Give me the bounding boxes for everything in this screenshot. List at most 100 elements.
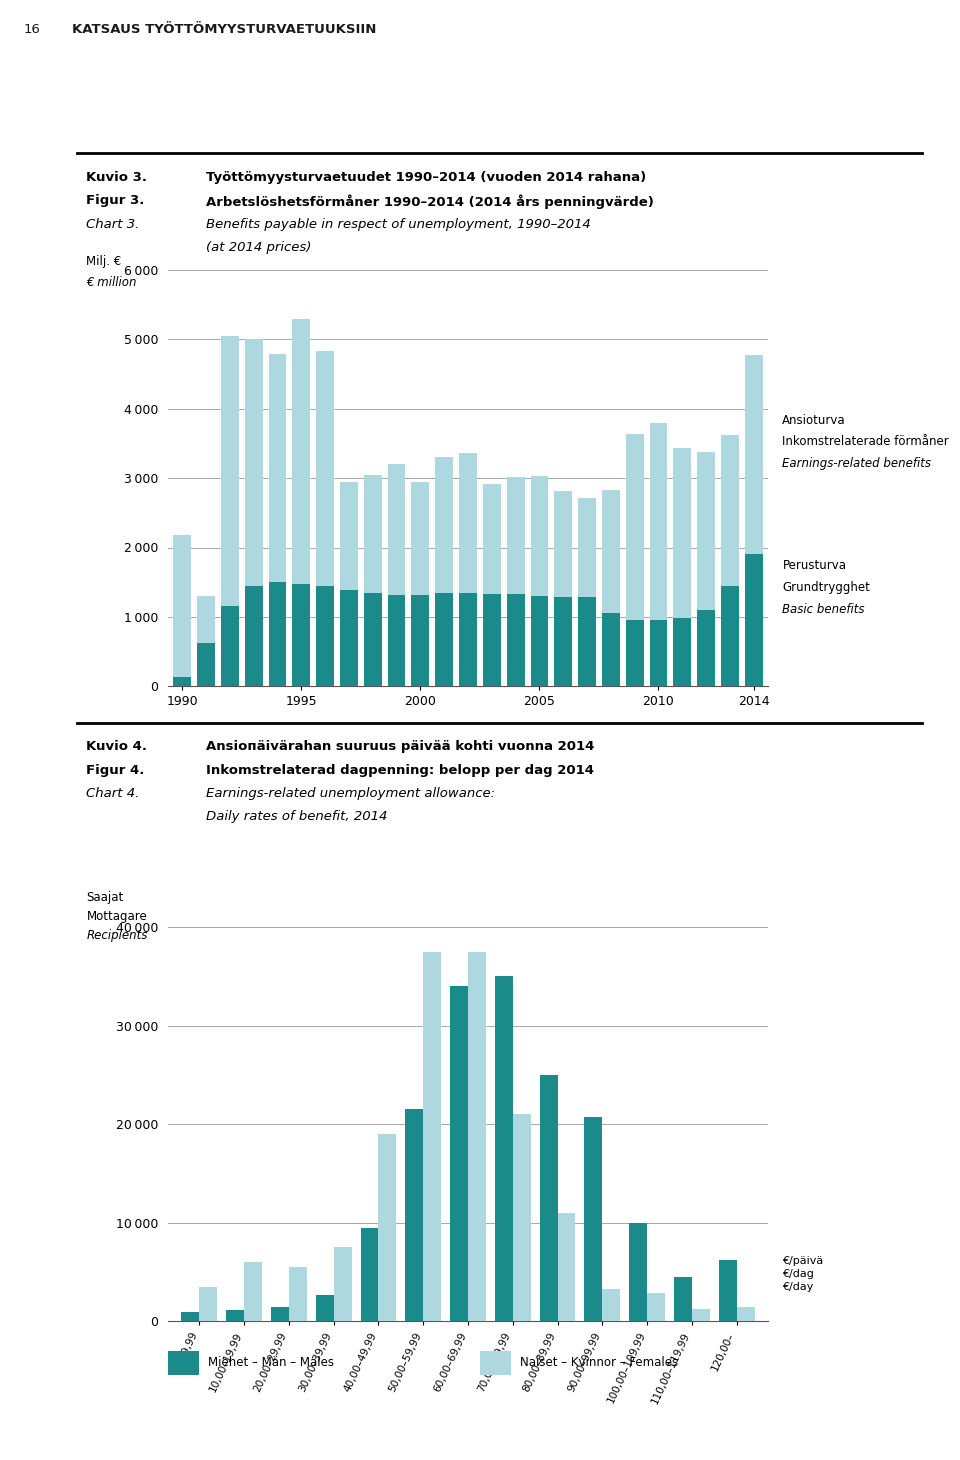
Bar: [459, 593, 477, 686]
Bar: [293, 318, 310, 584]
Text: Ansioturva: Ansioturva: [782, 413, 846, 426]
Bar: [507, 594, 524, 686]
Bar: [745, 555, 762, 686]
Bar: [602, 1289, 620, 1321]
Bar: [507, 477, 524, 594]
Text: Mottagare: Mottagare: [86, 910, 147, 923]
Bar: [197, 644, 215, 686]
Bar: [459, 453, 477, 593]
Bar: [558, 1213, 575, 1321]
Text: Daily rates of benefit, 2014: Daily rates of benefit, 2014: [206, 810, 388, 823]
Bar: [412, 594, 429, 686]
Bar: [244, 1261, 262, 1321]
Bar: [316, 1295, 334, 1321]
Bar: [736, 1307, 755, 1321]
Bar: [340, 590, 358, 686]
Bar: [554, 597, 572, 686]
Bar: [650, 620, 667, 686]
Bar: [697, 610, 715, 686]
Bar: [364, 474, 382, 593]
Text: Figur 4.: Figur 4.: [86, 764, 145, 777]
Bar: [423, 952, 442, 1321]
Text: Kuvio 4.: Kuvio 4.: [86, 740, 148, 753]
Bar: [197, 596, 215, 644]
Bar: [468, 952, 486, 1321]
Text: Perusturva: Perusturva: [782, 559, 847, 572]
Bar: [494, 977, 513, 1321]
Text: Ansioпäivärahan suuruus päivää kohti vuonna 2014: Ansioпäivärahan suuruus päivää kohti vuo…: [206, 740, 595, 753]
Bar: [721, 585, 739, 686]
Text: €/päivä
€/dag
€/day: €/päivä €/dag €/day: [782, 1256, 824, 1292]
Bar: [271, 1307, 289, 1321]
Text: Saajat: Saajat: [86, 891, 124, 904]
Text: (at 2014 prices): (at 2014 prices): [206, 241, 312, 254]
Text: Chart 4.: Chart 4.: [86, 787, 140, 800]
Text: Kuvio 3.: Kuvio 3.: [86, 171, 148, 184]
Bar: [364, 593, 382, 686]
Bar: [673, 618, 691, 686]
Bar: [200, 1286, 217, 1321]
Bar: [227, 1311, 244, 1321]
Bar: [629, 1223, 647, 1321]
Text: Milj. €: Milj. €: [86, 255, 122, 269]
Bar: [412, 482, 429, 594]
Text: Inkomstrelaterad dagpenning: belopp per dag 2014: Inkomstrelaterad dagpenning: belopp per …: [206, 764, 594, 777]
Bar: [289, 1267, 307, 1321]
Bar: [245, 340, 263, 585]
Bar: [673, 448, 691, 618]
Bar: [531, 596, 548, 686]
Text: Basic benefits: Basic benefits: [782, 603, 865, 616]
Bar: [719, 1260, 736, 1321]
Bar: [483, 594, 501, 686]
Bar: [697, 451, 715, 610]
Bar: [585, 1117, 602, 1321]
Bar: [316, 585, 334, 686]
Bar: [378, 1134, 396, 1321]
Text: Työttömyysturvaetuudet 1990–2014 (vuoden 2014 rahana): Työttömyysturvaetuudet 1990–2014 (vuoden…: [206, 171, 647, 184]
Bar: [540, 1075, 558, 1321]
Bar: [293, 584, 310, 686]
Text: Naiset – Kvinnor – Females: Naiset – Kvinnor – Females: [520, 1356, 679, 1369]
Bar: [602, 491, 620, 613]
Bar: [578, 498, 596, 597]
Bar: [181, 1313, 200, 1321]
Bar: [513, 1114, 531, 1321]
Bar: [245, 585, 263, 686]
Bar: [388, 596, 405, 686]
Bar: [578, 597, 596, 686]
Text: € million: € million: [86, 276, 137, 289]
Text: Recipients: Recipients: [86, 929, 148, 942]
Bar: [361, 1228, 378, 1321]
Bar: [405, 1110, 423, 1321]
Text: Grundtrygghet: Grundtrygghet: [782, 581, 871, 594]
Bar: [483, 483, 501, 594]
Bar: [221, 606, 239, 686]
Bar: [269, 583, 286, 686]
Bar: [450, 987, 468, 1321]
Bar: [674, 1278, 692, 1321]
Text: Earnings-related benefits: Earnings-related benefits: [782, 457, 931, 470]
Bar: [435, 457, 453, 593]
Bar: [692, 1310, 709, 1321]
Text: Benefits payable in respect of unemployment, 1990–2014: Benefits payable in respect of unemploym…: [206, 218, 591, 231]
Text: KATSAUS TYÖTTÖMYYSTURVAETUUKSIIN: KATSAUS TYÖTTÖMYYSTURVAETUUKSIIN: [72, 23, 376, 36]
Bar: [647, 1292, 665, 1321]
Bar: [388, 464, 405, 596]
Text: 16: 16: [24, 23, 41, 36]
Text: Arbetslöshetsförmåner 1990–2014 (2014 års penningvärde): Arbetslöshetsförmåner 1990–2014 (2014 år…: [206, 194, 655, 209]
Bar: [745, 355, 762, 555]
Text: Miehet – Män – Males: Miehet – Män – Males: [208, 1356, 334, 1369]
Bar: [626, 620, 643, 686]
Bar: [650, 423, 667, 620]
Text: Inkomstrelaterade förmåner: Inkomstrelaterade förmåner: [782, 435, 949, 448]
Bar: [435, 593, 453, 686]
Bar: [721, 435, 739, 585]
Bar: [626, 435, 643, 620]
Bar: [554, 492, 572, 597]
Bar: [602, 613, 620, 686]
Bar: [340, 482, 358, 590]
Bar: [316, 350, 334, 585]
Bar: [531, 476, 548, 596]
Bar: [269, 353, 286, 583]
Bar: [174, 534, 191, 677]
